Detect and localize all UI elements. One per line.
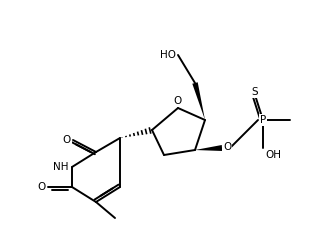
Text: HO: HO (160, 50, 176, 60)
Text: O: O (38, 182, 46, 192)
Text: NH: NH (52, 162, 68, 172)
Text: S: S (252, 87, 258, 97)
Text: O: O (63, 135, 71, 145)
Text: OH: OH (265, 150, 281, 160)
Text: O: O (174, 96, 182, 106)
Text: O: O (223, 142, 231, 152)
Polygon shape (195, 145, 222, 151)
Polygon shape (192, 82, 205, 120)
Text: P: P (260, 115, 266, 125)
